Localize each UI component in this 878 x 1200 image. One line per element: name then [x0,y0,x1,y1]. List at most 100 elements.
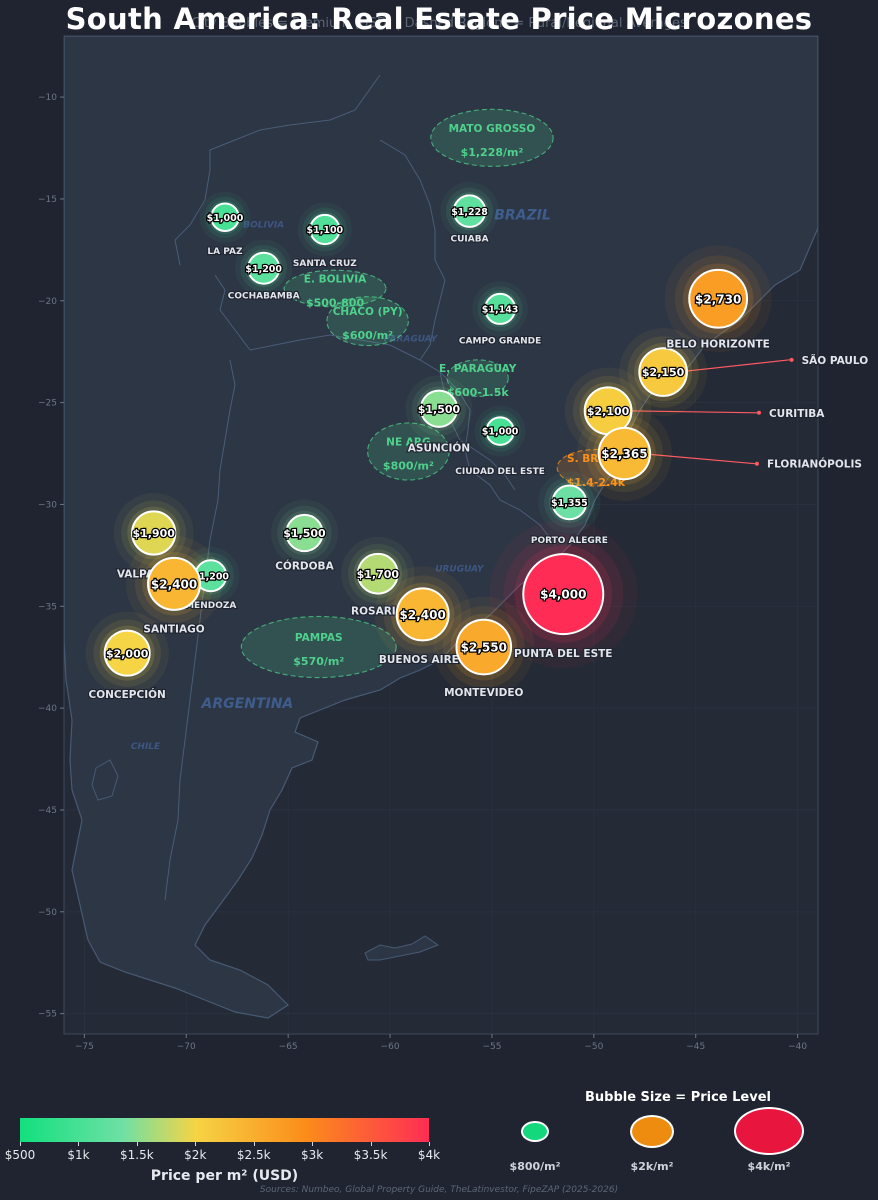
y-tick-label: −40 [38,704,57,714]
city-leader-line [639,452,755,465]
city-marker: $2,400 SANTIAGO [142,556,206,637]
size-legend-bubble [734,1107,804,1155]
city-bubble [131,510,177,556]
region-ellipse [367,422,450,481]
x-tick-label: −50 [584,1042,603,1052]
region-ellipse [446,359,509,398]
city-marker: $1,000 CIUDAD DEL ESTE [454,416,546,478]
city-bubble [597,426,652,481]
region-name: PAMPAS [295,632,343,644]
city-bubble [147,556,202,611]
city-bubble [285,513,324,553]
city-marker: $2,365 FLORIANÓPOLIS [597,426,863,481]
country-label: BOLIVIA [243,220,284,230]
city-name-label: PUNTA DEL ESTE [514,648,612,660]
city-leader-line [622,410,757,414]
city-marker: $1,000 LA PAZ [205,202,245,258]
border-lines [164,74,556,901]
country-label: PARAGUAY [384,335,439,345]
city-marker: $2,150 SÃO PAULO [638,347,869,397]
x-tick-label: −55 [482,1042,501,1052]
x-tick-label: −75 [75,1042,94,1052]
city-name-label: FLORIANÓPOLIS [767,458,862,471]
city-bubble [551,484,588,521]
size-legend-label: $4k/m² [747,1160,791,1173]
y-tick-label: −30 [38,500,57,510]
island-shape [364,935,440,961]
city-marker: $1,228 CUIABA [449,194,490,246]
city-leader-line [677,359,790,373]
city-bubble [247,251,281,285]
region-zone: NE ARG $800/m² [367,422,450,481]
region-value: $1,228/m² [461,146,524,159]
city-bubble [419,389,459,428]
y-tick-label: −55 [38,1010,57,1020]
city-name-label: BUENOS AIRES [379,654,467,666]
size-legend-bubble [630,1114,674,1148]
city-name-label: LA PAZ [207,247,243,257]
city-name-label: SANTA CRUZ [293,259,357,269]
region-name: NE ARG [386,436,430,448]
city-bubble [210,202,240,233]
y-tick-label: −25 [38,399,57,409]
city-name-label: CAMPO GRANDE [459,336,541,346]
city-price-label: $2,150 [642,366,685,379]
region-value: $600-1.5k [447,386,510,399]
city-marker: $1,200 MENDOZA [184,559,237,612]
city-name-label: CÓRDOBA [275,560,334,573]
city-price-label: $2,400 [151,577,197,591]
colorbar-label: Price per m² (USD) [150,1168,299,1184]
city-marker: $1,100 SANTA CRUZ [292,213,358,270]
city-name-label: ROSARIO [351,605,405,617]
size-legend-label: $2k/m² [630,1160,674,1173]
colorbar-tick-mark [253,1142,255,1146]
city-price-label: $1,100 [307,225,344,236]
city-name-label: BELO HORIZONTE [666,339,769,351]
colorbar-tick-mark [312,1142,314,1146]
city-price-label: $2,100 [587,405,630,418]
city-marker: $1,143 CAMPO GRANDE [458,292,542,348]
city-marker: $2,100 CURITIBA [583,386,826,436]
city-price-label: $1,000 [482,427,519,438]
city-bubble [103,629,151,677]
region-zone: MATO GROSSO $1,228/m² [430,108,554,167]
x-tick-label: −65 [279,1042,298,1052]
city-marker: $1,200 COCHABAMBA [227,251,301,303]
city-bubble [522,553,605,636]
city-price-label: $2,550 [461,641,507,655]
region-zone: E. PARAGUAY $600-1.5k [439,359,517,399]
size-legend-bubble [521,1120,549,1142]
page-title: South America: Real Estate Price Microzo… [65,2,813,36]
city-name-label: CUIABA [450,235,488,245]
city-price-label: $1,500 [418,403,461,416]
city-name-label: CONCEPCIÓN [89,688,166,701]
colorbar-tick-label: $4k [417,1148,441,1162]
colorbar-tick-mark [136,1142,138,1146]
x-tick-label: −45 [686,1042,705,1052]
landmass-layer [64,36,818,1019]
price-map: −75 −70 −65 −60 −55 −50 −45 −40 −10 −15 −20 −25 −30 −… [38,35,869,1052]
page-subtitle: City Bubbles = Premium (USD) | Dashed Re… [191,16,687,31]
city-marker: $1,355 PORTO ALEGRE [530,484,609,547]
country-labels: BRAZIL BOLIVIA PARAGUAY URUGUAY ARGENTINA CHI… [131,207,551,752]
city-price-label: $1,200 [192,571,229,582]
city-marker: $1,500 CÓRDOBA [274,513,336,574]
region-ellipse [240,615,397,679]
city-bubble [309,213,341,246]
city-marker: $2,400 BUENOS AIRES [378,587,468,667]
city-price-label: $2,730 [695,292,741,306]
city-price-label: $2,400 [400,608,446,622]
colorbar-tick-label: $2k [184,1148,207,1162]
city-marker: $2,730 BELO HORIZONTE [665,268,771,352]
region-value: $800/m² [383,459,434,472]
city-marker: $1,500 ASUNCIÓN [407,389,471,456]
chiloe-island [91,759,119,801]
colorbar-tick-label: $500 [4,1148,36,1162]
continent-shape [64,36,818,1019]
region-ellipse [326,296,409,347]
city-name-label: MONTEVIDEO [444,687,523,699]
city-leader-dot [789,357,794,362]
colorbar-tick-label: $2.5k [236,1148,271,1162]
city-price-label: $2,365 [601,447,647,461]
city-bubble [455,618,513,676]
